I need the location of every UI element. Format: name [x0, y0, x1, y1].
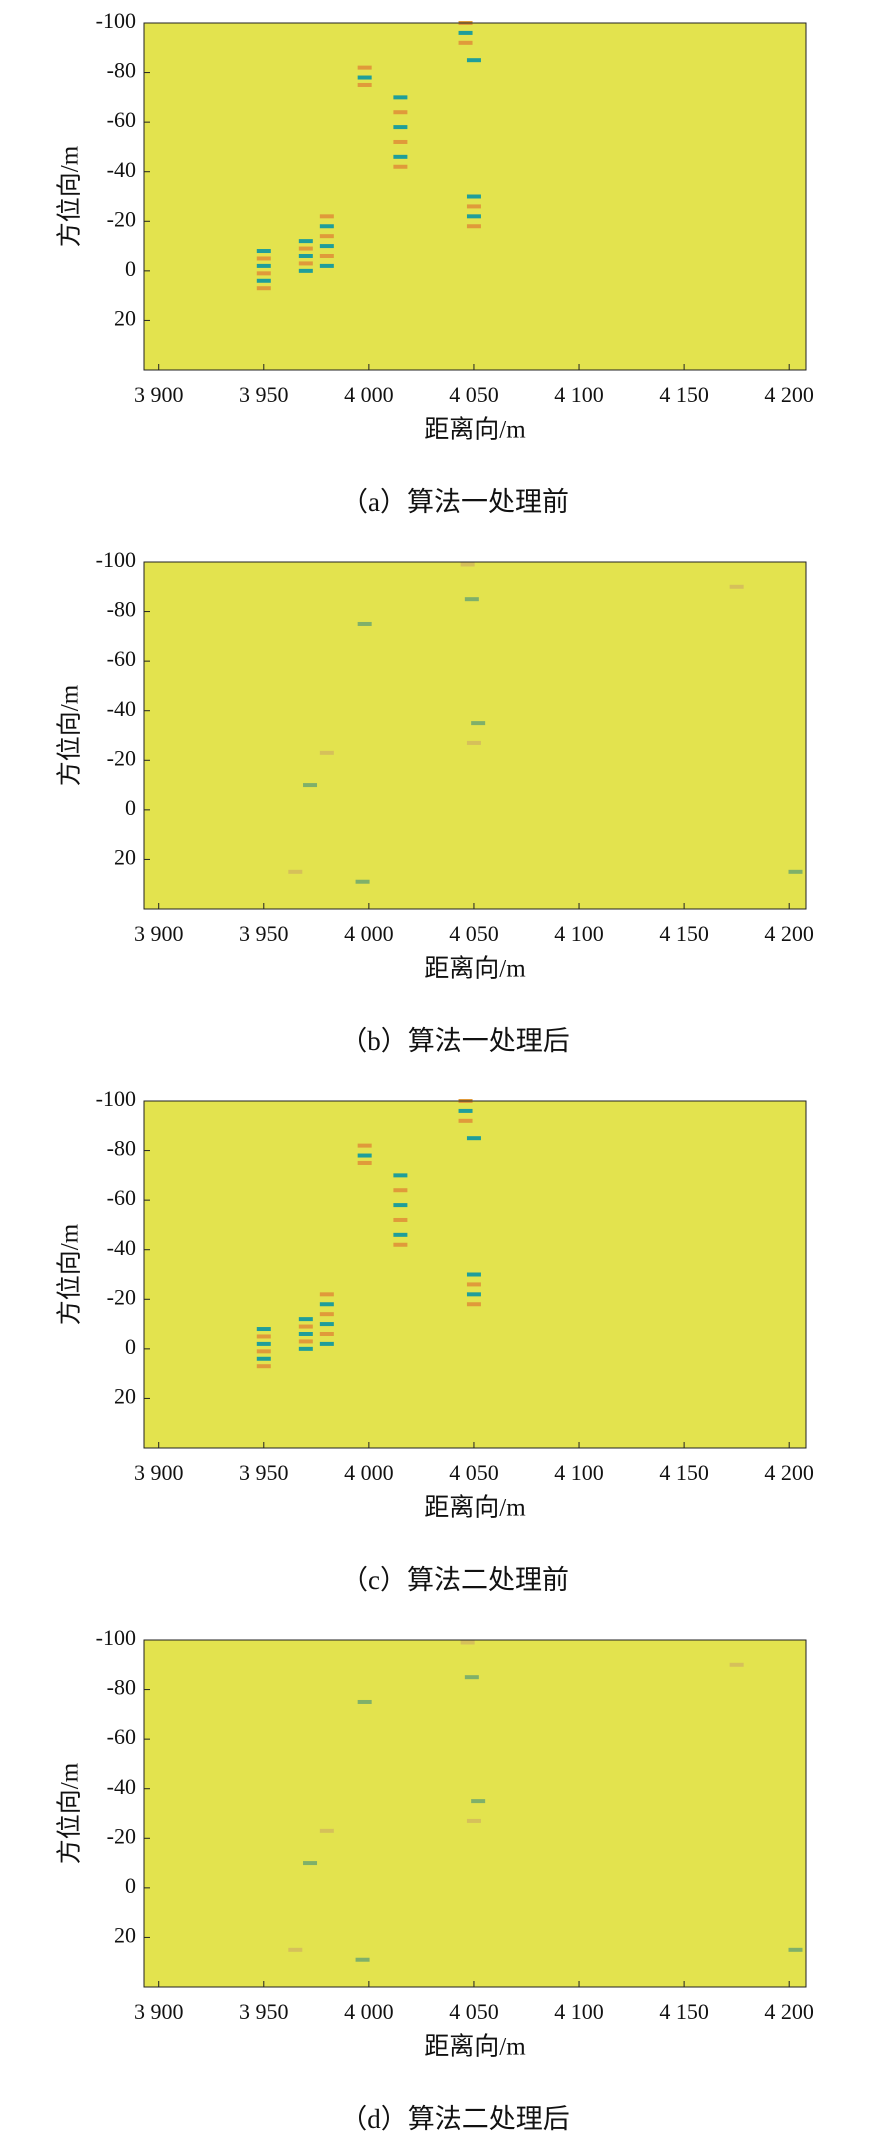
x-axis-label: 距离向/m [424, 416, 526, 444]
x-tick-label: 4 150 [659, 382, 709, 407]
plot-frame [143, 22, 807, 371]
y-tick-label: 20 [114, 1922, 136, 1947]
x-tick-label: 4 100 [554, 1460, 604, 1485]
plot-frame [143, 1100, 807, 1449]
x-tick-label: 3 950 [239, 1460, 289, 1485]
y-tick-label: 0 [125, 256, 136, 281]
plot-area [144, 1640, 806, 1987]
y-tick-label: 0 [125, 1334, 136, 1359]
x-tick-label: 4 200 [764, 1460, 814, 1485]
y-tick-label: -80 [107, 1675, 136, 1700]
x-tick-label: 3 900 [134, 1460, 184, 1485]
x-tick-label: 3 950 [239, 1999, 289, 2024]
y-tick-label: -20 [107, 206, 136, 231]
y-tick-label: -40 [107, 157, 136, 182]
y-tick-label: -60 [107, 1724, 136, 1749]
y-axis-label: 方位向/m [56, 1762, 84, 1864]
x-tick-label: 4 000 [344, 382, 394, 407]
x-tick-label: 3 900 [134, 1999, 184, 2024]
plot-area [144, 562, 806, 909]
x-tick-label: 4 050 [449, 382, 499, 407]
y-tick-label: -60 [107, 1185, 136, 1210]
y-tick-label: -80 [107, 1136, 136, 1161]
x-tick-label: 4 200 [764, 382, 814, 407]
y-tick-label: -100 [96, 1086, 136, 1111]
x-axis-label: 距离向/m [424, 2033, 526, 2061]
y-tick-label: -20 [107, 745, 136, 770]
caption: （b）算法一处理后 [340, 1026, 570, 1056]
x-tick-label: 4 200 [764, 921, 814, 946]
x-tick-label: 4 050 [449, 1460, 499, 1485]
y-tick-label: -40 [107, 696, 136, 721]
x-tick-label: 3 900 [134, 382, 184, 407]
y-tick-label: 20 [114, 305, 136, 330]
y-axis-label: 方位向/m [56, 145, 84, 247]
y-tick-label: 20 [114, 1383, 136, 1408]
x-tick-label: 4 150 [659, 1999, 709, 2024]
y-tick-label: 0 [125, 1873, 136, 1898]
x-tick-label: 4 100 [554, 382, 604, 407]
x-tick-label: 4 050 [449, 1999, 499, 2024]
x-tick-label: 4 050 [449, 921, 499, 946]
y-tick-label: -20 [107, 1823, 136, 1848]
y-tick-label: -40 [107, 1774, 136, 1799]
x-tick-label: 3 950 [239, 921, 289, 946]
x-tick-label: 4 200 [764, 1999, 814, 2024]
x-tick-label: 4 100 [554, 921, 604, 946]
y-tick-label: -60 [107, 646, 136, 671]
x-axis-label: 距离向/m [424, 1494, 526, 1522]
y-tick-label: -80 [107, 597, 136, 622]
x-tick-label: 4 000 [344, 1999, 394, 2024]
caption: （a）算法一处理前 [341, 487, 569, 517]
y-tick-label: -40 [107, 1235, 136, 1260]
y-tick-label: -20 [107, 1284, 136, 1309]
x-tick-label: 4 000 [344, 921, 394, 946]
x-tick-label: 4 150 [659, 921, 709, 946]
x-tick-label: 4 100 [554, 1999, 604, 2024]
x-tick-label: 4 000 [344, 1460, 394, 1485]
y-tick-label: -100 [96, 1625, 136, 1650]
plot-frame [143, 561, 807, 910]
y-tick-label: 0 [125, 795, 136, 820]
caption: （c）算法二处理前 [341, 1565, 569, 1595]
x-axis-label: 距离向/m [424, 955, 526, 983]
y-tick-label: -100 [96, 8, 136, 33]
y-tick-label: -80 [107, 58, 136, 83]
y-axis-label: 方位向/m [56, 1223, 84, 1325]
caption: （d）算法二处理后 [340, 2104, 570, 2131]
y-tick-label: -60 [107, 107, 136, 132]
x-tick-label: 3 900 [134, 921, 184, 946]
plot-frame [143, 1639, 807, 1988]
x-tick-label: 4 150 [659, 1460, 709, 1485]
y-axis-label: 方位向/m [56, 684, 84, 786]
y-tick-label: -100 [96, 547, 136, 572]
y-tick-label: 20 [114, 844, 136, 869]
x-tick-label: 3 950 [239, 382, 289, 407]
